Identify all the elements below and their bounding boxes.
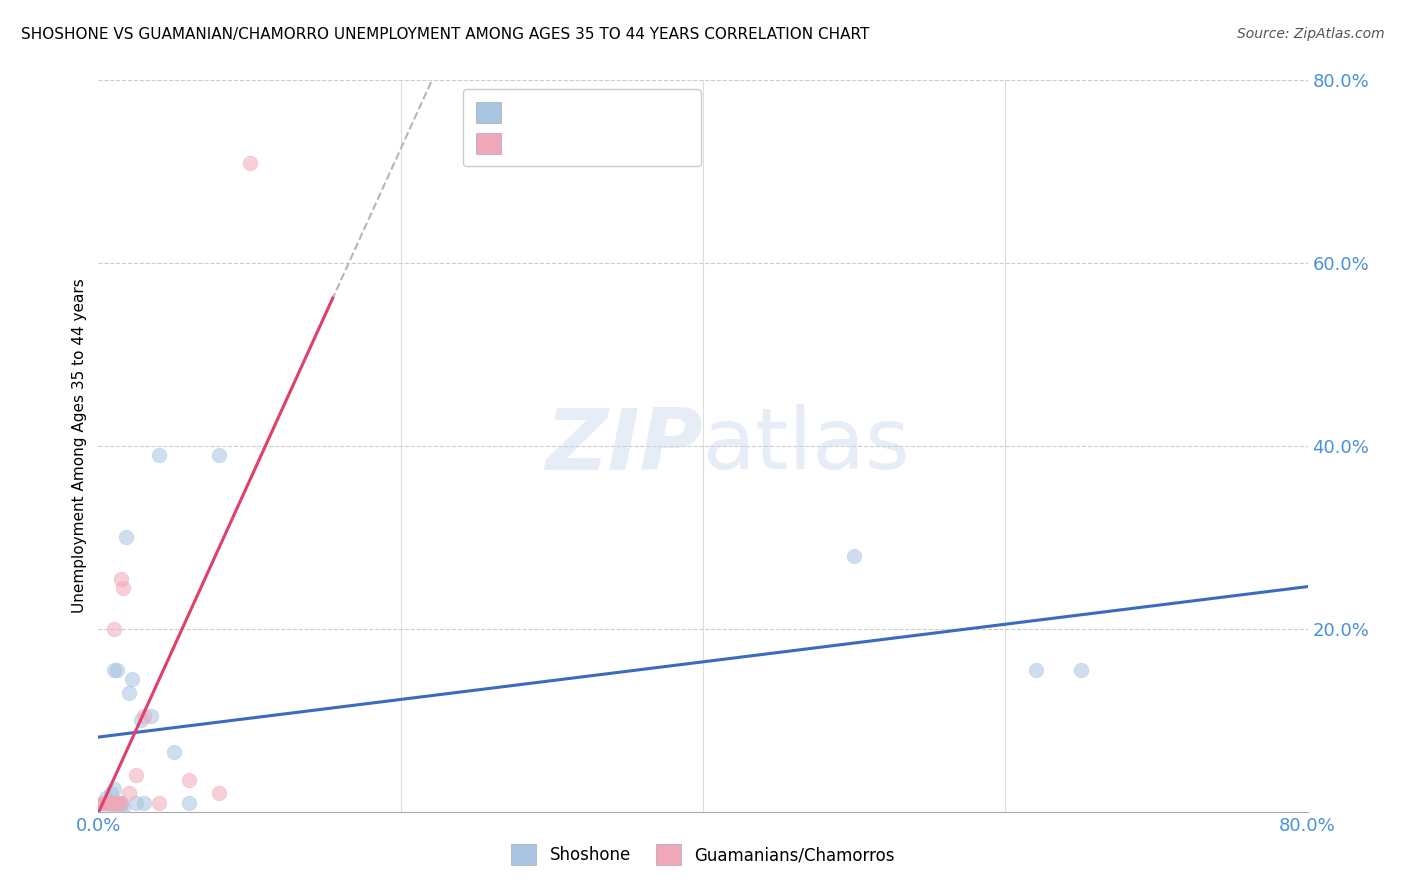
Point [129,714,152,728]
Point [104,796,127,810]
Point [100,787,122,801]
Point [98,796,121,810]
Text: N =: N = [591,134,643,152]
Point [91,796,114,810]
Point [111,581,134,595]
Point [93,796,115,810]
Text: 0.166: 0.166 [526,101,576,119]
Point [105,796,128,810]
Point [107,796,129,810]
Point [103,781,125,796]
Text: R =: R = [479,101,519,119]
Point [100,796,122,810]
Point [114,530,136,544]
Text: 26: 26 [638,101,662,119]
Point [101,800,124,814]
Point [110,572,132,586]
Text: Source: ZipAtlas.com: Source: ZipAtlas.com [1237,27,1385,41]
Text: SHOSHONE VS GUAMANIAN/CHAMORRO UNEMPLOYMENT AMONG AGES 35 TO 44 YEARS CORRELATIO: SHOSHONE VS GUAMANIAN/CHAMORRO UNEMPLOYM… [21,27,869,42]
Point [103,622,125,636]
Point [101,796,124,810]
Point [98,796,121,810]
Point [179,796,201,810]
Point [125,768,148,782]
Point [179,772,201,787]
Point [94,791,117,805]
Point [121,672,143,686]
Point [132,796,155,810]
Text: atlas: atlas [703,404,911,488]
Point [111,800,134,814]
Legend:                               ,                               : , [464,89,700,166]
Point [163,745,186,759]
Point [104,796,127,810]
Point [141,708,163,723]
Point [118,686,141,700]
Point [91,796,114,810]
Point [110,796,132,810]
Point [132,708,155,723]
Text: R =: R = [479,134,519,152]
Point [108,800,131,814]
Point [118,787,141,801]
Point [208,448,231,462]
Point [1070,663,1092,677]
Point [208,787,231,801]
Point [1024,663,1046,677]
Point [105,663,128,677]
Text: ZIP: ZIP [546,404,703,488]
Point [125,796,148,810]
Text: 21: 21 [638,134,662,152]
Legend: Shoshone, Guamanians/Chamorros: Shoshone, Guamanians/Chamorros [502,834,904,875]
Y-axis label: Unemployment Among Ages 35 to 44 years: Unemployment Among Ages 35 to 44 years [72,278,87,614]
Point [148,796,170,810]
Point [103,663,125,677]
Point [844,549,866,563]
Text: N =: N = [591,101,643,119]
Point [148,448,170,462]
Text: 0.815: 0.815 [526,134,576,152]
Point [239,155,262,169]
Point [94,796,117,810]
Point [108,796,131,810]
Point [107,796,129,810]
Point [96,796,118,810]
